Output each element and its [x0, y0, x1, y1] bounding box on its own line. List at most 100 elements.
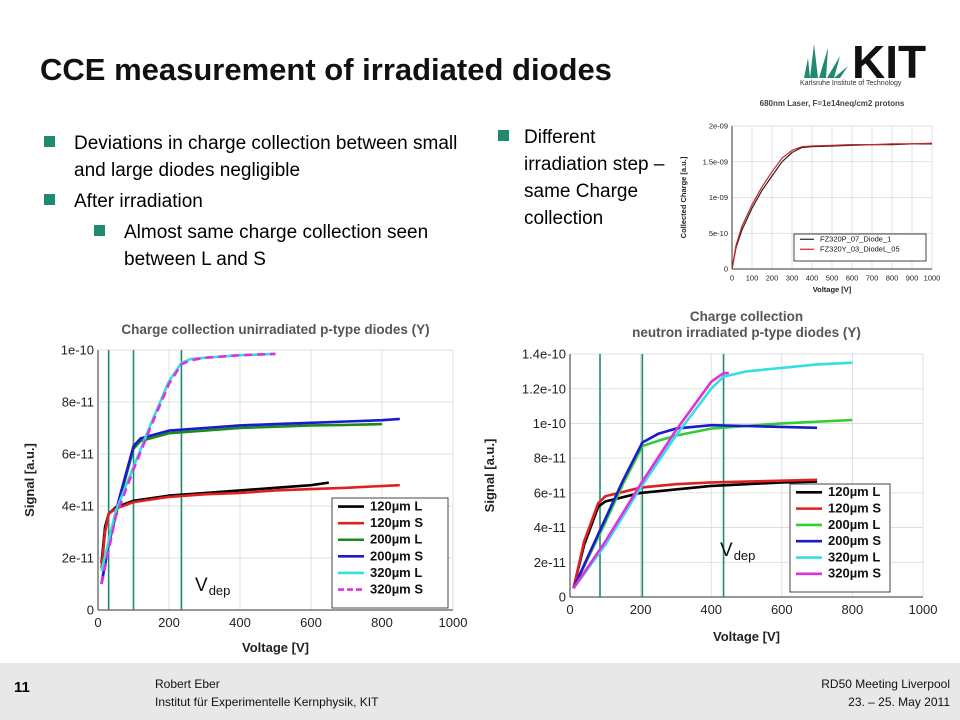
bullet-square-icon: [44, 194, 55, 205]
y-tick-label: 1.4e-10: [522, 347, 566, 362]
x-tick-label: 800: [842, 602, 864, 617]
legend-label: 320µm S: [370, 581, 423, 596]
y-axis-label: Collected Charge [a.u.]: [679, 156, 688, 238]
legend-label: 320µm L: [828, 549, 880, 564]
series-line: [100, 417, 400, 585]
x-tick-label: 0: [730, 274, 734, 283]
chart-unirradiated: Charge collection unirradiated p-type di…: [22, 322, 468, 655]
slide-title: CCE measurement of irradiated diodes: [40, 52, 612, 87]
x-tick-label: 800: [886, 274, 899, 283]
legend-box: [793, 233, 927, 262]
x-tick-label: 400: [806, 274, 819, 283]
y-tick-label: 1.2e-10: [522, 381, 566, 396]
footer: 11 Robert Eber Institut für Experimentel…: [0, 663, 960, 720]
x-tick-label: 600: [300, 615, 322, 630]
vdep-label-main: V: [195, 575, 208, 596]
legend-label: FZ320P_07_Diode_1: [820, 235, 891, 244]
legend-label: 200µm S: [828, 533, 881, 548]
series-line: [572, 371, 729, 590]
series-line: [572, 361, 853, 590]
vdep-label-main: V: [720, 540, 733, 561]
y-axis-label: Signal [a.u.]: [22, 443, 37, 517]
y-axis-label: Signal [a.u.]: [482, 439, 497, 513]
y-tick-label: 2e-11: [62, 551, 94, 566]
kit-logo-fan-icon: [804, 44, 848, 78]
x-tick-label: 800: [371, 615, 393, 630]
vdep-label: Vdep: [195, 575, 230, 598]
legend-box: [331, 497, 449, 609]
x-axis-label: Voltage [V]: [713, 629, 780, 644]
bullet-item: Deviations in charge collection between …: [44, 130, 464, 184]
legend-label: 320µm L: [370, 565, 422, 580]
x-tick-label: 0: [566, 602, 573, 617]
y-tick-label: 1e-10: [61, 343, 94, 358]
legend-label: 200µm S: [370, 548, 423, 563]
y-tick-label: 2e-09: [709, 122, 728, 131]
y-tick-label: 8e-11: [534, 451, 566, 466]
bullet-square-icon: [44, 136, 55, 147]
y-tick-label: 5e-10: [709, 229, 728, 238]
kit-logo: KIT: [804, 36, 926, 88]
y-tick-label: 6e-11: [534, 485, 566, 500]
series-line: [100, 352, 276, 572]
y-tick-label: 1e-10: [533, 416, 566, 431]
bullet-square-icon: [498, 130, 509, 141]
x-tick-label: 600: [771, 602, 793, 617]
x-tick-label: 1000: [909, 602, 938, 617]
sub-bullet-square-icon: [94, 225, 105, 236]
series-line: [572, 423, 818, 589]
left-bullet-list: Deviations in charge collection between …: [44, 130, 464, 273]
series-line: [572, 418, 853, 589]
legend-label: 320µm S: [828, 566, 881, 581]
chart-title: 680nm Laser, F=1e14neq/cm2 protons: [760, 99, 905, 108]
chart-title: Charge collection: [690, 309, 803, 324]
legend-label: 120µm S: [828, 501, 881, 516]
y-tick-label: 2e-11: [534, 555, 566, 570]
y-tick-label: 1.5e-09: [703, 157, 728, 166]
y-tick-label: 0: [724, 265, 728, 274]
legend-label: 120µm L: [828, 484, 880, 499]
footer-institute: Institut für Experimentelle Kernphysik, …: [155, 695, 379, 709]
y-tick-label: 1e-09: [709, 193, 728, 202]
kit-logo-subtitle: Karlsruhe Institute of Technology: [800, 80, 902, 87]
kit-logo-text: KIT: [852, 36, 926, 88]
y-tick-label: 8e-11: [62, 395, 94, 410]
x-tick-label: 900: [906, 274, 919, 283]
right-bullet-list: Different irradiation step – same Charge…: [498, 124, 668, 232]
x-axis-label: Voltage [V]: [242, 640, 309, 655]
y-tick-label: 4e-11: [62, 499, 94, 514]
x-tick-label: 500: [826, 274, 839, 283]
x-tick-label: 700: [866, 274, 879, 283]
chart-proton-laser: 680nm Laser, F=1e14neq/cm2 protons 0 100 20…: [679, 99, 941, 294]
x-tick-label: 600: [846, 274, 859, 283]
series-line: [731, 142, 933, 270]
footer-date: 23. – 25. May 2011: [848, 695, 950, 709]
legend-label: 200µm L: [828, 517, 880, 532]
x-tick-label: 1000: [439, 615, 468, 630]
x-axis-label: Voltage [V]: [813, 285, 852, 294]
x-tick-label: 400: [700, 602, 722, 617]
legend-label: FZ320Y_03_DiodeL_05: [820, 245, 900, 254]
y-tick-label: 0: [559, 590, 566, 605]
legend-label: 120µm S: [370, 515, 423, 530]
legend-label: 120µm L: [370, 498, 422, 513]
x-tick-label: 200: [766, 274, 779, 283]
series-line: [100, 483, 400, 569]
page-number: 11: [14, 679, 30, 696]
x-tick-label: 0: [94, 615, 101, 630]
vdep-label: Vdep: [720, 540, 755, 563]
footer-author: Robert Eber: [155, 677, 220, 691]
y-tick-label: 6e-11: [62, 447, 94, 462]
vdep-label-sub: dep: [734, 548, 756, 563]
vdep-label-sub: dep: [209, 583, 231, 598]
x-tick-label: 100: [746, 274, 759, 283]
x-tick-label: 1000: [924, 274, 941, 283]
x-tick-label: 200: [630, 602, 652, 617]
series-line: [100, 352, 276, 585]
y-tick-label: 0: [87, 603, 94, 618]
series-line: [572, 478, 818, 589]
x-tick-label: 300: [786, 274, 799, 283]
y-tick-label: 4e-11: [534, 520, 566, 535]
chart-title: neutron irradiated p-type diodes (Y): [632, 325, 861, 340]
